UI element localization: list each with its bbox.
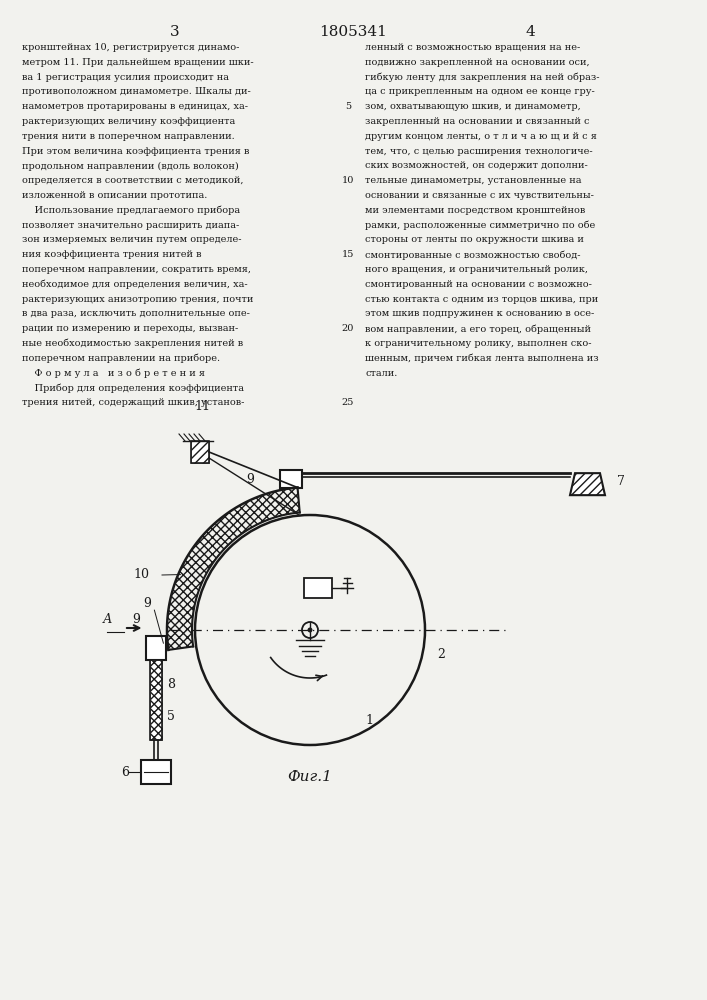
Text: ми элементами посредством кронштейнов: ми элементами посредством кронштейнов xyxy=(365,206,585,215)
Bar xyxy=(191,441,209,463)
Text: вом направлении, а его торец, обращенный: вом направлении, а его торец, обращенный xyxy=(365,324,591,334)
Bar xyxy=(151,660,163,740)
Text: зом, охватывающую шкив, и динамометр,: зом, охватывающую шкив, и динамометр, xyxy=(365,102,580,111)
Text: поперечном направлении, сократить время,: поперечном направлении, сократить время, xyxy=(22,265,251,274)
Text: смонтированный на основании с возможно-: смонтированный на основании с возможно- xyxy=(365,280,592,289)
Text: 9: 9 xyxy=(246,473,254,486)
Text: тельные динамометры, установленные на: тельные динамометры, установленные на xyxy=(365,176,581,185)
Text: в два раза, исключить дополнительные опе-: в два раза, исключить дополнительные опе… xyxy=(22,309,250,318)
Text: А: А xyxy=(103,613,112,626)
Text: 2: 2 xyxy=(437,648,445,662)
Circle shape xyxy=(308,628,312,633)
Text: 10: 10 xyxy=(341,176,354,185)
Text: кронштейнах 10, регистрируется динамо-: кронштейнах 10, регистрируется динамо- xyxy=(22,43,240,52)
Text: рактеризующих величину коэффициента: рактеризующих величину коэффициента xyxy=(22,117,235,126)
Text: 8: 8 xyxy=(168,678,175,691)
Text: рактеризующих анизотропию трения, почти: рактеризующих анизотропию трения, почти xyxy=(22,295,253,304)
Text: 25: 25 xyxy=(341,398,354,407)
Bar xyxy=(151,660,163,740)
Text: 9: 9 xyxy=(132,613,140,626)
Text: 11: 11 xyxy=(194,400,210,413)
Text: ленный с возможностью вращения на не-: ленный с возможностью вращения на не- xyxy=(365,43,580,52)
Text: стороны от ленты по окружности шкива и: стороны от ленты по окружности шкива и xyxy=(365,235,584,244)
Text: необходимое для определения величин, ха-: необходимое для определения величин, ха- xyxy=(22,280,247,289)
Text: Прибор для определения коэффициента: Прибор для определения коэффициента xyxy=(22,383,244,393)
Text: 6: 6 xyxy=(122,766,129,779)
Text: 20: 20 xyxy=(341,324,354,333)
Text: трения нити в поперечном направлении.: трения нити в поперечном направлении. xyxy=(22,132,235,141)
Bar xyxy=(191,441,209,463)
Text: 1: 1 xyxy=(365,714,373,726)
Text: смонтированные с возможностью свобод-: смонтированные с возможностью свобод- xyxy=(365,250,580,260)
Text: гибкую ленту для закрепления на ней образ-: гибкую ленту для закрепления на ней обра… xyxy=(365,73,600,82)
Text: Ф о р м у л а   и з о б р е т е н и я: Ф о р м у л а и з о б р е т е н и я xyxy=(22,369,205,378)
Text: трения нитей, содержащий шкив, установ-: трения нитей, содержащий шкив, установ- xyxy=(22,398,245,407)
Text: продольном направлении (вдоль волокон): продольном направлении (вдоль волокон) xyxy=(22,161,239,171)
Text: закрепленный на основании и связанный с: закрепленный на основании и связанный с xyxy=(365,117,590,126)
Text: метром 11. При дальнейшем вращении шки-: метром 11. При дальнейшем вращении шки- xyxy=(22,58,254,67)
Text: этом шкив подпружинен к основанию в осе-: этом шкив подпружинен к основанию в осе- xyxy=(365,309,595,318)
Text: подвижно закрепленной на основании оси,: подвижно закрепленной на основании оси, xyxy=(365,58,590,67)
Text: рации по измерению и переходы, вызван-: рации по измерению и переходы, вызван- xyxy=(22,324,238,333)
Text: 1805341: 1805341 xyxy=(319,25,387,39)
Text: поперечном направлении на приборе.: поперечном направлении на приборе. xyxy=(22,354,220,363)
Text: ного вращения, и ограничительный ролик,: ного вращения, и ограничительный ролик, xyxy=(365,265,588,274)
Text: ва 1 регистрация усилия происходит на: ва 1 регистрация усилия происходит на xyxy=(22,73,229,82)
Text: Фиг.1: Фиг.1 xyxy=(288,770,332,784)
Text: позволяет значительно расширить диапа-: позволяет значительно расширить диапа- xyxy=(22,221,239,230)
Text: Использование предлагаемого прибора: Использование предлагаемого прибора xyxy=(22,206,240,215)
Text: 10: 10 xyxy=(133,568,149,582)
Text: основании и связанные с их чувствительны-: основании и связанные с их чувствительны… xyxy=(365,191,594,200)
Text: ные необходимостью закрепления нитей в: ные необходимостью закрепления нитей в xyxy=(22,339,243,349)
Text: 5: 5 xyxy=(345,102,351,111)
Text: При этом величина коэффициента трения в: При этом величина коэффициента трения в xyxy=(22,147,250,156)
Text: ния коэффициента трения нитей в: ния коэффициента трения нитей в xyxy=(22,250,201,259)
Bar xyxy=(141,760,171,784)
Polygon shape xyxy=(570,473,605,495)
Bar xyxy=(280,470,302,488)
Text: к ограничительному ролику, выполнен ско-: к ограничительному ролику, выполнен ско- xyxy=(365,339,592,348)
Text: определяется в соответствии с методикой,: определяется в соответствии с методикой, xyxy=(22,176,243,185)
Text: 4: 4 xyxy=(525,25,535,39)
Text: стью контакта с одним из торцов шкива, при: стью контакта с одним из торцов шкива, п… xyxy=(365,295,598,304)
Text: 5: 5 xyxy=(168,710,175,723)
Text: противоположном динамометре. Шкалы ди-: противоположном динамометре. Шкалы ди- xyxy=(22,87,251,96)
Text: тем, что, с целью расширения технологиче-: тем, что, с целью расширения технологиче… xyxy=(365,147,592,156)
Text: изложенной в описании прототипа.: изложенной в описании прототипа. xyxy=(22,191,207,200)
Text: рамки, расположенные симметрично по обе: рамки, расположенные симметрично по обе xyxy=(365,221,595,230)
Text: другим концом ленты, о т л и ч а ю щ и й с я: другим концом ленты, о т л и ч а ю щ и й… xyxy=(365,132,597,141)
Bar xyxy=(146,636,166,660)
Text: ских возможностей, он содержит дополни-: ских возможностей, он содержит дополни- xyxy=(365,161,588,170)
Text: намометров протарированы в единицах, ха-: намометров протарированы в единицах, ха- xyxy=(22,102,248,111)
Text: 9: 9 xyxy=(144,597,151,610)
Text: зон измеряемых величин путем определе-: зон измеряемых величин путем определе- xyxy=(22,235,242,244)
Text: ца с прикрепленным на одном ее конце гру-: ца с прикрепленным на одном ее конце гру… xyxy=(365,87,595,96)
Bar xyxy=(304,578,332,598)
Text: 7: 7 xyxy=(617,475,625,488)
Text: 15: 15 xyxy=(341,250,354,259)
Text: 3: 3 xyxy=(170,25,180,39)
Text: стали.: стали. xyxy=(365,369,397,378)
Text: шенным, причем гибкая лента выполнена из: шенным, причем гибкая лента выполнена из xyxy=(365,354,599,363)
